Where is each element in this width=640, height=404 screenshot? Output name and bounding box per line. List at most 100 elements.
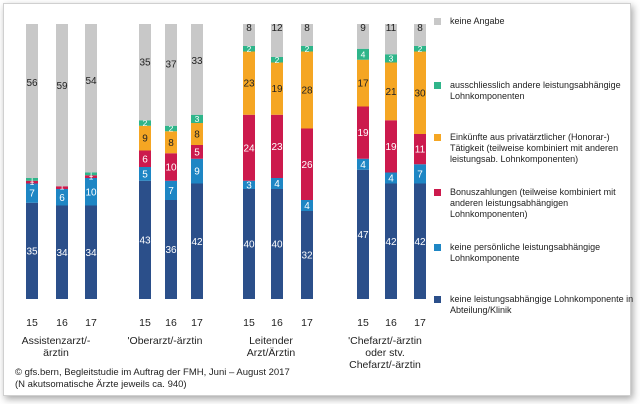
bar-segment [414, 134, 426, 165]
bar-segment [357, 24, 369, 49]
data-label: 8 [417, 23, 423, 34]
bar-segment [414, 46, 426, 52]
legend-label: keine Angabe [450, 16, 505, 26]
bar-segment [26, 178, 38, 181]
bar-segment [271, 24, 283, 57]
data-label: 35 [26, 246, 38, 257]
bar-segment [271, 62, 283, 115]
data-label: 42 [191, 237, 203, 248]
legend-label: Bonuszahlungen (teilweise kombiniert mit… [450, 187, 616, 219]
data-label: 59 [56, 81, 68, 92]
data-label: 47 [357, 230, 369, 241]
data-label: 2 [418, 44, 423, 54]
data-label: 8 [194, 130, 200, 141]
bar-segment [385, 62, 397, 121]
legend-swatch [434, 18, 441, 25]
year-tick-label: 15 [243, 317, 255, 329]
data-label: 2 [247, 44, 252, 54]
bar-segment [85, 172, 97, 176]
bar-segment [301, 128, 313, 200]
bar-segment [243, 180, 255, 189]
legend-label: Einkünfte aus privatärztlicher (Honorar-… [450, 132, 619, 164]
bar-segment [191, 114, 203, 123]
group-label: Leitender [249, 335, 293, 347]
bar-segment [85, 24, 97, 173]
bar-segment [271, 178, 283, 189]
bar-segment [85, 205, 97, 299]
bar-segment [414, 24, 426, 46]
legend-swatch [434, 189, 441, 196]
bar-segment [385, 183, 397, 299]
data-label: 26 [301, 160, 313, 171]
bar-segment [165, 125, 177, 132]
data-label: 4 [388, 174, 394, 185]
bar-segment [165, 24, 177, 126]
legend-swatch [434, 82, 441, 89]
bar-segment [414, 51, 426, 134]
data-label: 2 [169, 124, 174, 134]
bar-segment [301, 46, 313, 52]
data-label: 56 [26, 78, 38, 89]
data-label: 32 [301, 251, 313, 262]
data-label: 6 [59, 193, 65, 204]
data-label: 11 [386, 23, 397, 34]
data-label: 4 [274, 179, 280, 190]
group-label: Chefarzt/-ärztin [349, 359, 421, 371]
data-label: 30 [414, 88, 426, 99]
bar-segment [139, 167, 151, 181]
bar-segment [243, 189, 255, 299]
bar-segment [357, 106, 369, 159]
data-label: 19 [357, 128, 369, 139]
group-label: 'Chefarzt/-ärztin [348, 335, 422, 347]
data-label: 21 [385, 87, 397, 98]
data-label: 34 [56, 248, 68, 259]
data-label: 19 [271, 84, 283, 95]
data-label: 17 [357, 79, 369, 90]
legend-swatch [434, 296, 441, 303]
group-label: oder stv. [365, 347, 405, 359]
data-label: 4 [304, 201, 310, 212]
group-label: Arzt/Ärztin [247, 347, 296, 359]
data-label: 9 [142, 134, 148, 145]
bar-segment [139, 125, 151, 151]
bar-segment [243, 46, 255, 52]
data-label: 35 [139, 58, 151, 69]
bar-segment [191, 145, 203, 159]
data-label: 9 [194, 167, 200, 178]
data-label: 8 [246, 23, 252, 34]
year-tick-label: 16 [271, 317, 283, 329]
year-tick-label: 17 [85, 317, 97, 329]
bar-segment [301, 200, 313, 211]
bar-segment [56, 205, 68, 299]
bar-segment [243, 114, 255, 181]
data-label: 8 [304, 23, 310, 34]
bar-segment [271, 114, 283, 178]
data-label: 2 [305, 44, 310, 54]
data-label: 10 [85, 187, 97, 198]
data-label: 42 [385, 237, 397, 248]
data-label: 3 [246, 180, 252, 191]
data-label: 28 [301, 86, 313, 97]
bar-segment [414, 183, 426, 299]
data-label: 33 [191, 56, 203, 67]
chart-frame: 357115615346159163410115417Assistenzarzt… [3, 3, 633, 396]
bar-segment [243, 24, 255, 46]
data-label: 40 [271, 240, 283, 251]
bar-segment [191, 158, 203, 184]
year-tick-label: 16 [165, 317, 177, 329]
data-label: 3 [195, 114, 200, 124]
bar-segment [191, 24, 203, 115]
legend-label: keine persönliche leistungsabhängige Loh… [450, 242, 601, 263]
year-tick-label: 17 [414, 317, 426, 329]
bar-segment [243, 51, 255, 115]
data-label: 7 [417, 169, 423, 180]
year-tick-label: 16 [385, 317, 397, 329]
bar-segment [26, 183, 38, 203]
bar-segment [56, 186, 68, 189]
bar-segment [26, 24, 38, 178]
data-label: 23 [271, 142, 283, 153]
group-label: ärztin [43, 347, 69, 359]
data-label: 10 [165, 163, 177, 174]
bar-segment [414, 164, 426, 184]
year-tick-label: 15 [139, 317, 151, 329]
